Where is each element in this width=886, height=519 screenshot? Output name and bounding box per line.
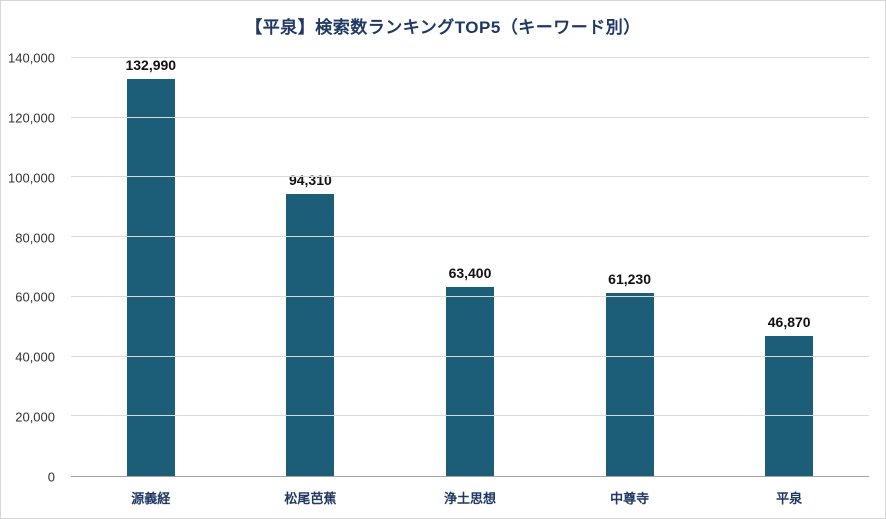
plot-area: 132,990 94,310 63,400 61,230 46,870: [71, 56, 869, 477]
bars-group: 132,990 94,310 63,400 61,230 46,870: [71, 56, 869, 476]
bar: [605, 293, 654, 476]
y-tick-label: 140,000: [8, 50, 55, 66]
y-tick-label: 40,000: [15, 349, 55, 365]
y-tick-label: 120,000: [8, 110, 55, 126]
y-axis: 0 20,000 40,000 60,000 80,000 100,000 120,000 1…: [1, 51, 63, 485]
x-axis-label: 平泉: [776, 491, 803, 506]
x-axis-label: 松尾芭蕉: [284, 491, 337, 506]
gridline: [71, 355, 869, 357]
y-tick-label: 80,000: [15, 230, 55, 246]
bar-slot: 61,230: [550, 58, 710, 476]
gridline: [71, 295, 869, 297]
y-tick-label: 0: [47, 469, 55, 485]
x-axis: 源義経 松尾芭蕉 浄土思想 中尊寺 平泉: [71, 488, 869, 510]
gridline: [71, 116, 869, 118]
bar-slot: 46,870: [709, 58, 869, 476]
bar-slot: 94,310: [231, 58, 391, 476]
bar: [126, 78, 175, 476]
bar-value-label: 63,400: [448, 264, 492, 281]
bar: [445, 286, 494, 476]
y-tick-label: 20,000: [15, 409, 55, 425]
gridline: [71, 57, 869, 58]
gridline: [71, 415, 869, 417]
bar-value-label: 132,990: [125, 56, 177, 73]
bar: [286, 194, 335, 476]
y-tick-label: 100,000: [8, 170, 55, 186]
x-axis-label: 中尊寺: [610, 491, 650, 506]
bar-value-label: 46,870: [767, 314, 811, 331]
y-tick-label: 60,000: [15, 289, 55, 305]
gridline: [71, 176, 869, 178]
bar-value-label: 94,310: [288, 172, 332, 189]
chart-title: 【平泉】検索数ランキングTOP5（キーワード別）: [245, 18, 641, 37]
bar-value-label: 61,230: [608, 271, 651, 288]
bar-slot: 63,400: [390, 58, 550, 476]
x-axis-label: 浄土思想: [443, 491, 496, 506]
bar-slot: 132,990: [71, 56, 231, 476]
gridline: [71, 236, 869, 238]
bar: [765, 336, 814, 476]
x-axis-label: 源義経: [131, 491, 171, 506]
